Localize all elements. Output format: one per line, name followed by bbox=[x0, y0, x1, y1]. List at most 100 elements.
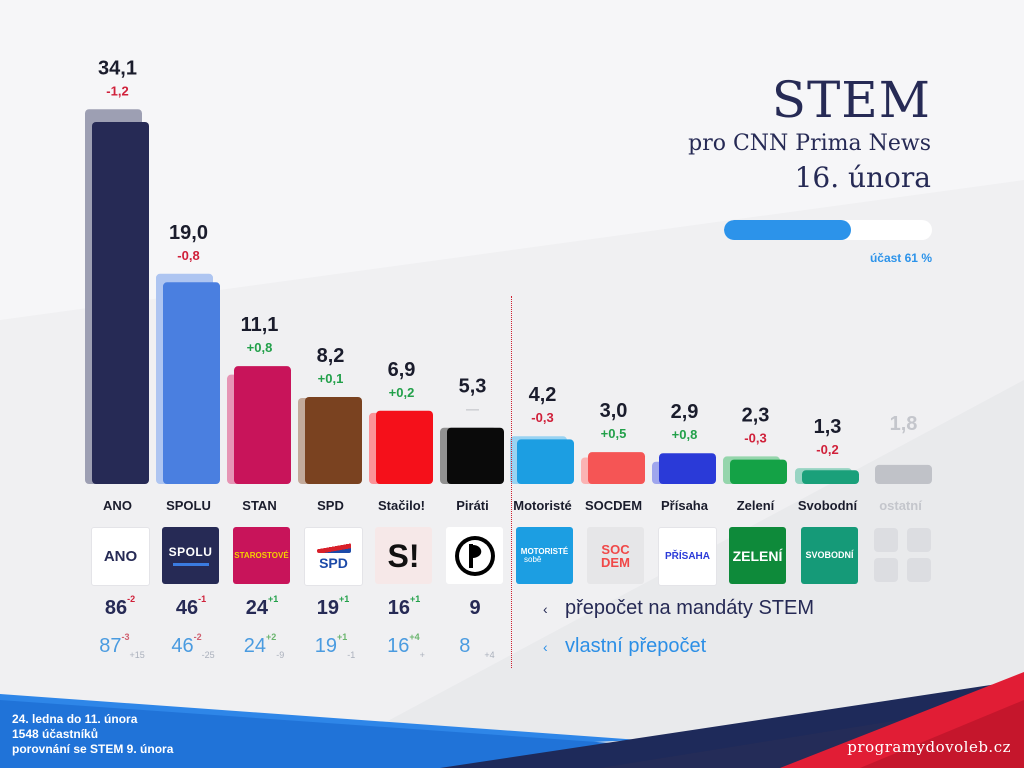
change-label: +0,8 bbox=[247, 340, 273, 355]
value-label: 5,3 bbox=[459, 376, 487, 398]
footer-participants: 1548 účastníků bbox=[12, 727, 173, 742]
value-bar bbox=[730, 460, 787, 484]
value-label: 3,0 bbox=[600, 400, 628, 422]
stem-seat-count: 46-1 bbox=[155, 597, 227, 620]
value-bar bbox=[234, 366, 291, 484]
footer-comparison: porovnání se STEM 9. února bbox=[12, 742, 173, 757]
value-bar bbox=[92, 122, 149, 484]
value-bar bbox=[802, 470, 859, 484]
seat-change: +1 bbox=[339, 594, 349, 604]
custom-seat-count: 87-3 +15 bbox=[86, 635, 158, 658]
stem-seat-count: 9 bbox=[439, 597, 511, 620]
stem-seat-count: 16+1 bbox=[368, 597, 440, 620]
socdem-logo: SOC DEM bbox=[587, 527, 644, 584]
svobodni-logo: SVOBODNÍ bbox=[801, 527, 858, 584]
stacilo-logo: S! bbox=[375, 527, 432, 584]
seat-value: 16 bbox=[388, 597, 410, 619]
seat-change: +1 bbox=[268, 594, 278, 604]
seat-value: 46 bbox=[176, 597, 198, 619]
stem-seat-count: 19+1 bbox=[297, 597, 369, 620]
change-label: +0,1 bbox=[318, 371, 344, 386]
category-label: STAN bbox=[242, 498, 276, 513]
seat-change: -2 bbox=[127, 594, 135, 604]
change-label: -0,2 bbox=[816, 442, 838, 457]
seat-secondary-change: -9 bbox=[276, 650, 284, 660]
value-bar bbox=[163, 282, 220, 484]
value-label: 34,1 bbox=[98, 57, 137, 79]
spolu-underline-icon bbox=[173, 563, 209, 566]
menu-stem-seats[interactable]: ‹ přepočet na mandáty STEM bbox=[543, 597, 814, 620]
seat-change: +4 bbox=[409, 632, 419, 642]
category-label: SPD bbox=[317, 498, 344, 513]
value-label: 8,2 bbox=[317, 345, 345, 367]
seat-value: 86 bbox=[105, 597, 127, 619]
custom-seat-count: 16+4+ bbox=[370, 635, 442, 658]
custom-seat-count: 19+1 -1 bbox=[299, 635, 371, 658]
category-label: ANO bbox=[103, 498, 132, 513]
seat-secondary-change: +15 bbox=[129, 650, 144, 660]
change-label: +0,5 bbox=[601, 426, 627, 441]
change-label: -0,8 bbox=[177, 248, 199, 263]
seat-value: 16 bbox=[387, 635, 409, 657]
motoriste-logo: MOTORISTÉ sobě bbox=[516, 527, 573, 584]
bar-group-11: 1,8 ostatní bbox=[875, 413, 932, 513]
seat-value: 24 bbox=[244, 635, 266, 657]
change-label: +0,2 bbox=[389, 385, 415, 400]
seat-value: 87 bbox=[99, 635, 121, 657]
value-bar bbox=[588, 452, 645, 484]
spd-logo: SPD bbox=[304, 527, 363, 586]
seat-change: -3 bbox=[121, 632, 129, 642]
change-label: -0,3 bbox=[531, 410, 553, 425]
others-placeholder-icon bbox=[907, 558, 931, 582]
bar-group-1: 19,0-0,8SPOLU bbox=[156, 222, 220, 513]
change-label: -1,2 bbox=[106, 83, 128, 98]
footer-period: 24. ledna do 11. února bbox=[12, 712, 173, 727]
category-label: Motoristé bbox=[513, 498, 572, 513]
value-label: 4,2 bbox=[529, 384, 557, 406]
value-bar bbox=[659, 453, 716, 484]
site-link[interactable]: programydovoleb.cz bbox=[847, 738, 1011, 756]
seat-secondary-change: -1 bbox=[347, 650, 355, 660]
seat-value: 19 bbox=[315, 635, 337, 657]
bar-group-7: 3,0 +0,5 SOCDEM bbox=[581, 400, 645, 513]
value-bar bbox=[875, 465, 932, 484]
seat-change: +1 bbox=[337, 632, 347, 642]
menu-custom-seats[interactable]: ‹ vlastní přepočet bbox=[543, 635, 706, 658]
change-label: — bbox=[466, 402, 479, 417]
category-label: Stačilo! bbox=[378, 498, 425, 513]
stem-seat-count: 24+1 bbox=[226, 597, 298, 620]
seat-value: 9 bbox=[469, 597, 480, 619]
seat-value: 24 bbox=[246, 597, 268, 619]
seat-change: +1 bbox=[410, 594, 420, 604]
category-label: Zelení bbox=[737, 498, 775, 513]
seat-value: 46 bbox=[171, 635, 193, 657]
chevron-left-icon: ‹ bbox=[543, 639, 565, 655]
value-label: 19,0 bbox=[169, 222, 208, 244]
seat-change: +2 bbox=[266, 632, 276, 642]
ano-logo: ANO bbox=[91, 527, 150, 586]
category-label: ostatní bbox=[879, 498, 922, 513]
bar-group-4: 6,9 +0,2 Stačilo! bbox=[369, 359, 433, 513]
change-label: -0,3 bbox=[744, 430, 766, 445]
prisaha-logo: PŘÍSAHA bbox=[658, 527, 717, 586]
bar-group-10: 1,3 -0,2 Svobodní bbox=[795, 416, 859, 513]
category-label: Přísaha bbox=[661, 498, 709, 513]
value-label: 1,8 bbox=[890, 413, 918, 435]
bar-group-8: 2,9+0,8Přísaha bbox=[652, 401, 716, 513]
others-placeholder-icon bbox=[907, 528, 931, 552]
czech-flag-icon bbox=[317, 543, 351, 553]
value-bar bbox=[447, 428, 504, 484]
pirati-logo bbox=[446, 527, 503, 584]
seat-secondary-change: -25 bbox=[202, 650, 215, 660]
bar-group-6: 4,2 -0,3 Motoristé bbox=[510, 384, 574, 513]
bar-group-9: 2,3-0,3Zelení bbox=[723, 404, 787, 513]
category-label: Piráti bbox=[456, 498, 489, 513]
starostove-logo: STAROSTOVÉ bbox=[233, 527, 290, 584]
bar-group-0: 34,1 -1,2 ANO bbox=[85, 57, 149, 513]
menu-stem-label: přepočet na mandáty STEM bbox=[565, 597, 814, 619]
others-placeholder-icon bbox=[874, 558, 898, 582]
bar-group-5: 5,3 — Piráti bbox=[440, 376, 504, 513]
custom-seat-count: 46-2-25 bbox=[157, 635, 229, 658]
seat-secondary-change: + bbox=[420, 650, 425, 660]
category-label: SOCDEM bbox=[585, 498, 642, 513]
